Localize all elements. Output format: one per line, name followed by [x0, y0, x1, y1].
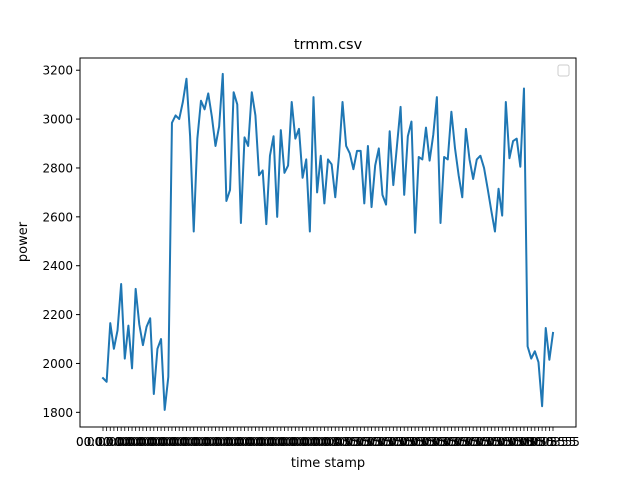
y-tick-label: 2400 — [42, 259, 73, 273]
x-tick-label: 00:03:55 — [457, 435, 511, 449]
x-tick-label: 00:03:55 — [326, 435, 380, 449]
x-tick-label: 00:03:55 — [370, 435, 424, 449]
x-tick-label: 00:03:55 — [403, 435, 457, 449]
x-tick-label: 00:00:00 — [283, 435, 337, 449]
x-tick-label: 00:03:55 — [381, 435, 435, 449]
x-tick-label: 00:00:00 — [98, 435, 152, 449]
x-tick-label: 00:03:55 — [479, 435, 533, 449]
x-tick-label: 00:00:00 — [228, 435, 282, 449]
x-tick-label: 00:00:00 — [218, 435, 272, 449]
x-tick-label: 00:03:55 — [490, 435, 544, 449]
x-tick-label: 00:00:00 — [185, 435, 239, 449]
y-axis: 1800 2000 2200 2400 2600 2800 3000 3200 — [42, 64, 80, 420]
data-points — [102, 73, 554, 410]
x-tick-label: 00:03:55 — [348, 435, 402, 449]
y-tick-label: 2000 — [42, 357, 73, 371]
x-tick-label: 00:00:00 — [87, 435, 141, 449]
x-tick-label: 00:00:00 — [174, 435, 228, 449]
x-tick-label: 00:00:00 — [109, 435, 163, 449]
x-tick-label: 00:03:55 — [316, 435, 370, 449]
x-tick-label: 00:00:00 — [261, 435, 315, 449]
x-tick-label: 00:00:00 — [141, 435, 195, 449]
y-tick-label: 1800 — [42, 406, 73, 420]
x-tick-label: 00:00:00 — [163, 435, 217, 449]
x-tick-label-first: 00:00:00 — [76, 435, 130, 449]
x-tick-label: 00:00:00 — [250, 435, 304, 449]
x-tick-label: 00:03:55 — [501, 435, 555, 449]
y-tick-label: 2200 — [42, 308, 73, 322]
x-tick-label: 00:03:55 — [446, 435, 500, 449]
x-tick-label: 00:00:00 — [196, 435, 250, 449]
y-tick-label: 2800 — [42, 161, 73, 175]
x-tick-label: 00:00:00 — [76, 435, 130, 449]
x-tick-label: 00:03:55 — [414, 435, 468, 449]
x-tick-label-last: 00:03:55 — [526, 435, 580, 449]
x-tick-label: 00:00:00 — [294, 435, 348, 449]
y-tick-label: 3000 — [42, 113, 73, 127]
x-tick-label: 00:00:00 — [130, 435, 184, 449]
x-tick-label: 00:03:55 — [359, 435, 413, 449]
x-tick-label: 00:00:00 — [120, 435, 174, 449]
x-tick-label: 00:03:55 — [337, 435, 391, 449]
x-tick-label-stack: 00:00:0000:00:0000:00:0000:00:0000:00:00… — [76, 435, 576, 449]
x-tick-label: 00:03:55 — [468, 435, 522, 449]
y-tick-label: 2600 — [42, 210, 73, 224]
x-tick-label: 00:00:00 — [272, 435, 326, 449]
x-tick-label: 00:00:00 — [239, 435, 293, 449]
y-tick-label: 3200 — [42, 64, 73, 78]
x-axis: 00:00:0000:00:0000:00:0000:00:0000:00:00… — [76, 427, 580, 449]
x-tick-label: 00:03:55 — [435, 435, 489, 449]
x-tick-label: 00:03:55 — [305, 435, 359, 449]
x-tick-label: 00:00:00 — [207, 435, 261, 449]
plot-frame — [79, 57, 577, 428]
chart-title: trmm.csv — [294, 37, 363, 53]
y-axis-label: power — [16, 221, 31, 262]
x-tick-label: 00:03:55 — [512, 435, 566, 449]
x-tick-label: 00:03:55 — [522, 435, 576, 449]
x-axis-label: time stamp — [291, 456, 365, 471]
x-tick-label: 00:03:55 — [392, 435, 446, 449]
x-tick-label: 00:03:55 — [424, 435, 478, 449]
x-tick-label: 00:00:00 — [152, 435, 206, 449]
legend-box — [557, 64, 570, 77]
